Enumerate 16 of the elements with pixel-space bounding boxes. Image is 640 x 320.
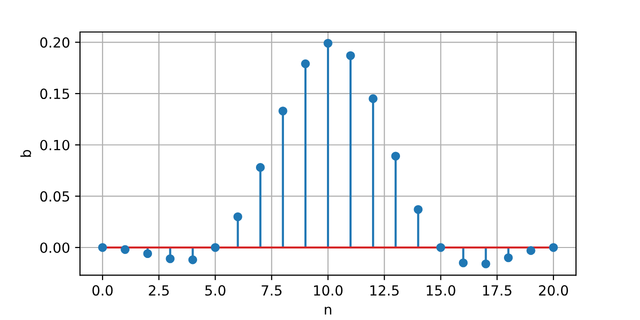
x-tick-label: 2.5 (148, 285, 169, 296)
x-tick-label: 17.5 (483, 285, 512, 296)
x-tick-label: 12.5 (370, 285, 399, 296)
x-tick-label: 5.0 (205, 285, 226, 296)
x-tick-label: 10.0 (314, 285, 343, 296)
x-tick-label: 20.0 (539, 285, 568, 296)
x-tick-label: 7.5 (262, 285, 282, 296)
y-axis-title: b (20, 150, 32, 157)
y-tick-label: 0.20 (40, 37, 70, 48)
x-tick-label: 15.0 (426, 285, 456, 296)
y-tick-label: 0.00 (40, 242, 70, 253)
x-axis-title: n (324, 306, 332, 314)
y-tick-label: 0.15 (40, 88, 70, 100)
y-tick-label: 0.10 (40, 140, 70, 150)
x-tick-label: 0.0 (92, 285, 113, 296)
y-tick-label: 0.05 (40, 191, 70, 202)
